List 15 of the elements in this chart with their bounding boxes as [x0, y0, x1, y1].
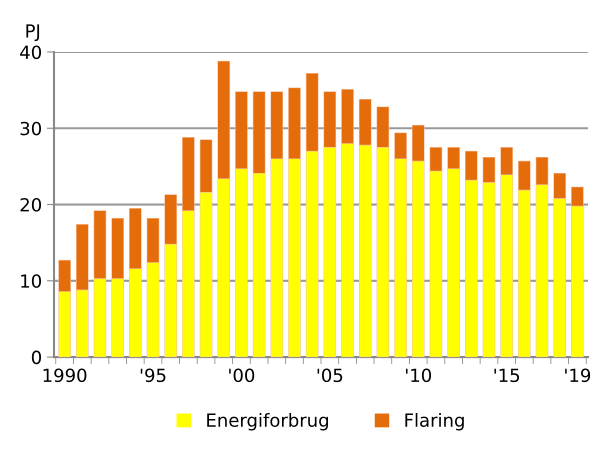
x-tick-label: '00 [229, 368, 254, 382]
x-tick-label: '95 [140, 368, 166, 382]
legend-label: Energiforbrug [207, 412, 328, 430]
legend-label: Flaring [405, 412, 464, 430]
x-tick-label: 1990 [44, 368, 86, 382]
x-tick-label: '05 [318, 368, 342, 382]
y-tick-label: 10 [21, 274, 41, 288]
y-tick-label: 40 [20, 45, 41, 60]
x-tick-label: '10 [406, 368, 432, 382]
x-tick-label: '19 [565, 368, 590, 382]
y-tick-label: 0 [32, 350, 41, 364]
y-tick-label: 20 [20, 198, 41, 212]
x-tick-label: '15 [494, 368, 520, 382]
y-tick-label: 30 [20, 122, 41, 136]
y-axis-title: PJ [26, 24, 40, 42]
